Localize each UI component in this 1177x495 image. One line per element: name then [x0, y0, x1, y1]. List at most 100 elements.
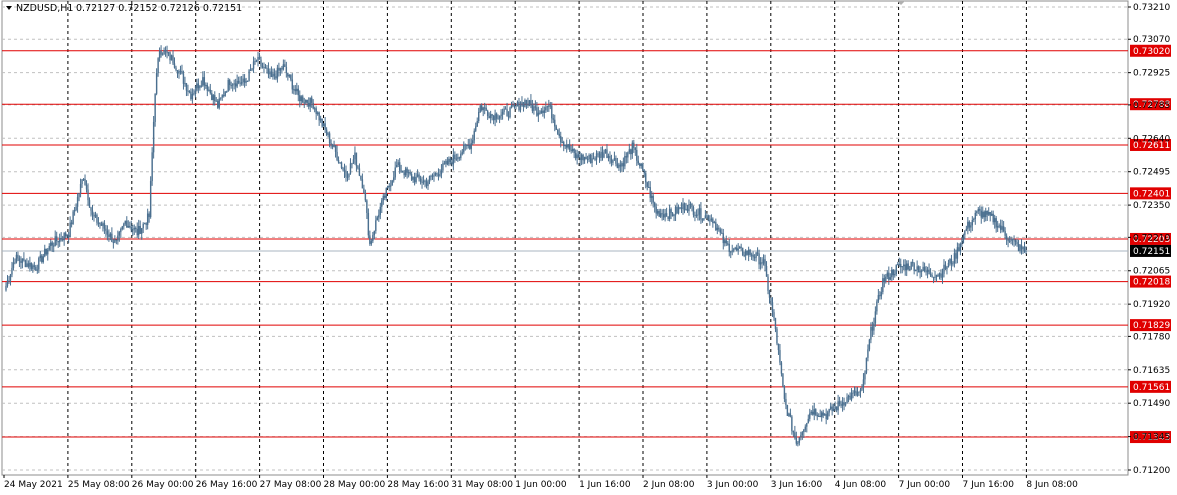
candle-body: [597, 153, 599, 155]
candle-body: [906, 263, 908, 271]
candle-body: [455, 158, 458, 160]
candle-body: [698, 208, 701, 215]
candle-body: [832, 408, 835, 412]
candle-body: [91, 210, 94, 215]
candle-body: [662, 214, 665, 218]
candle-body: [806, 423, 808, 427]
candle-body: [1005, 235, 1008, 240]
candle-body: [378, 214, 380, 218]
candle-body: [109, 233, 112, 237]
shift-marker-icon[interactable]: [897, 1, 905, 5]
candle-body: [843, 402, 845, 406]
candle-body: [261, 66, 264, 68]
x-tick-label: 3 Jun 16:00: [771, 480, 823, 490]
candle-body: [619, 164, 622, 167]
candle-body: [548, 105, 550, 107]
grid-layer: [2, 1, 1128, 475]
candle-body: [352, 159, 355, 164]
candle-body: [469, 145, 471, 149]
candle-body: [121, 226, 124, 230]
candle-body: [483, 107, 486, 109]
price-level-tag: [1130, 44, 1171, 57]
candle-body: [297, 88, 299, 96]
candle-body: [148, 213, 150, 218]
candle-body: [986, 211, 988, 215]
candle-body: [375, 220, 377, 231]
candle-body: [58, 238, 61, 243]
candle-body: [551, 105, 553, 119]
candle-body: [528, 100, 531, 106]
x-tick-label: 7 Jun 00:00: [899, 480, 951, 490]
candle-body: [120, 229, 122, 233]
candle-body: [202, 77, 204, 86]
candle-body: [829, 406, 832, 409]
candle-body: [838, 401, 841, 405]
candle-body: [217, 100, 219, 108]
candle-body: [249, 69, 252, 71]
candle-body: [401, 170, 404, 173]
candle-body: [215, 100, 217, 102]
candle-body: [677, 207, 680, 214]
candle-body: [850, 392, 853, 400]
candle-body: [755, 252, 757, 258]
candle-body: [324, 123, 326, 130]
candle-body: [23, 258, 25, 261]
candle-body: [248, 70, 250, 82]
candle-body: [291, 79, 294, 90]
candle-body: [797, 442, 799, 444]
candle-body: [525, 100, 528, 104]
candle-body: [288, 74, 291, 77]
candle-body: [396, 165, 398, 168]
candle-body: [252, 61, 255, 69]
candle-body: [795, 437, 798, 444]
candle-body: [543, 110, 546, 113]
candle-body: [360, 175, 362, 180]
candle-body: [206, 84, 209, 91]
candle-body: [507, 116, 510, 118]
candle-body: [598, 153, 601, 158]
candle-body: [628, 149, 631, 153]
candle-body: [764, 259, 766, 267]
candle-body: [228, 79, 231, 86]
candle-body: [976, 211, 978, 213]
candle-body: [275, 76, 277, 79]
candle-body: [914, 269, 917, 272]
x-tick-label: 26 May 00:00: [132, 480, 194, 490]
candle-body: [788, 413, 790, 416]
candle-body: [879, 295, 881, 297]
candle-body: [771, 302, 774, 313]
candle-body: [415, 176, 417, 183]
y-tick-label: 0.71345: [1133, 433, 1170, 443]
candle-body: [339, 162, 341, 164]
candle-body: [436, 173, 438, 175]
candle-body: [336, 151, 338, 161]
candle-body: [379, 206, 381, 215]
y-tick-label: 0.71490: [1133, 399, 1170, 409]
candle-body: [76, 197, 79, 207]
candle-body: [925, 271, 927, 273]
candle-body: [727, 243, 729, 245]
dropdown-triangle-icon[interactable]: [6, 6, 12, 10]
candle-body: [500, 114, 502, 117]
candle-body: [637, 160, 639, 164]
candle-body: [849, 395, 851, 400]
candle-body: [718, 227, 720, 230]
candle-body: [713, 222, 716, 224]
candle-body: [573, 148, 575, 154]
candle-body: [1007, 239, 1009, 242]
candle-body: [141, 228, 143, 234]
candle-body: [673, 215, 675, 217]
candle-body: [161, 54, 164, 56]
candle-body: [868, 339, 871, 350]
candle-body: [831, 406, 833, 412]
candle-body: [187, 90, 189, 92]
candle-body: [707, 215, 710, 222]
candle-body: [837, 401, 839, 411]
candle-body: [591, 158, 593, 164]
candle-body: [497, 118, 499, 120]
candle-body: [44, 248, 46, 257]
candle-body: [555, 126, 557, 130]
candle-body: [606, 149, 608, 158]
